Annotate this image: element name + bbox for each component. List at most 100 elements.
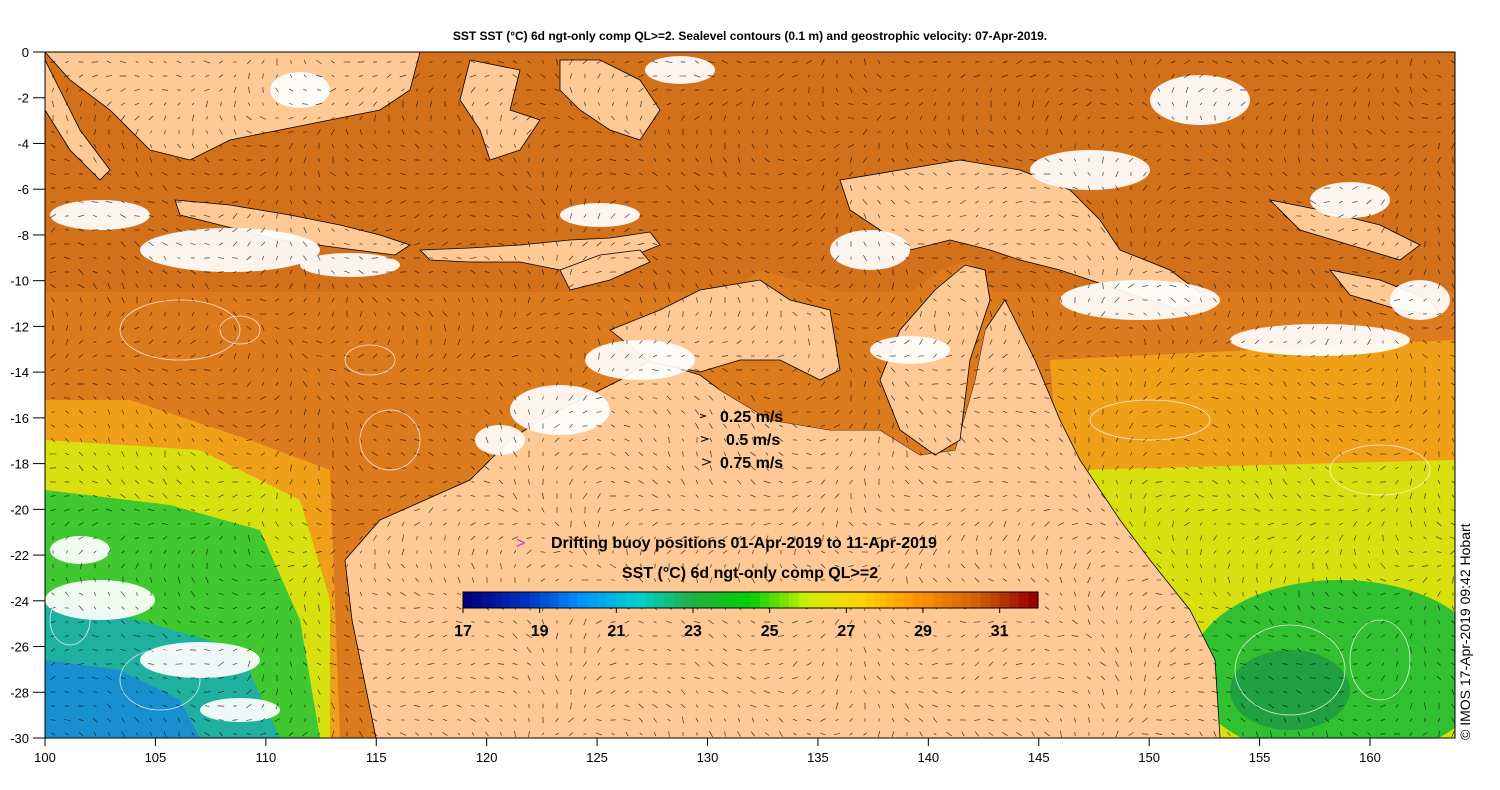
velocity-arrow <box>1312 298 1314 302</box>
velocity-arrow <box>150 731 152 737</box>
velocity-arrow <box>948 550 950 554</box>
velocity-arrow <box>653 717 657 723</box>
velocity-arrow <box>793 325 797 331</box>
velocity-arrow <box>822 74 824 78</box>
velocity-arrow <box>863 577 867 583</box>
velocity-arrow <box>890 103 896 105</box>
velocity-arrow <box>414 649 420 651</box>
velocity-arrow <box>191 577 195 583</box>
velocity-arrow <box>1030 257 1036 259</box>
velocity-arrow <box>777 159 785 161</box>
velocity-arrow <box>1002 143 1008 149</box>
velocity-arrow <box>1269 158 1273 162</box>
velocity-arrow <box>175 186 183 190</box>
velocity-arrow <box>247 213 251 219</box>
velocity-arrow <box>834 157 840 163</box>
velocity-arrow <box>597 368 601 372</box>
velocity-arrow <box>780 116 782 120</box>
velocity-arrow <box>1451 185 1455 191</box>
velocity-arrow <box>878 157 880 163</box>
velocity-arrow <box>863 465 867 471</box>
velocity-arrow <box>1365 411 1373 413</box>
velocity-arrow <box>345 564 349 568</box>
velocity-arrow <box>1423 464 1427 472</box>
velocity-arrow <box>752 436 754 444</box>
velocity-arrow <box>1409 438 1413 442</box>
velocity-arrow <box>568 299 574 301</box>
velocity-arrow <box>933 480 937 484</box>
velocity-arrow <box>1115 88 1119 92</box>
velocity-arrow <box>94 731 96 737</box>
velocity-arrow <box>1310 283 1316 289</box>
velocity-arrow <box>1186 326 1188 330</box>
velocity-arrow <box>318 143 320 149</box>
velocity-arrow <box>205 621 209 623</box>
velocity-arrow <box>1297 396 1301 400</box>
velocity-arrow <box>906 115 908 121</box>
velocity-arrow <box>177 465 181 471</box>
velocity-arrow <box>904 242 910 246</box>
velocity-arrow <box>246 312 252 316</box>
velocity-arrow <box>849 551 853 553</box>
velocity-arrow <box>1295 186 1303 190</box>
velocity-arrow <box>1395 534 1399 542</box>
velocity-arrow <box>933 635 937 637</box>
velocity-arrow <box>639 423 643 429</box>
velocity-arrow <box>737 704 741 708</box>
velocity-arrow <box>247 199 251 205</box>
velocity-arrow <box>1171 563 1175 569</box>
velocity-arrow <box>485 284 489 288</box>
velocity-arrow <box>1437 200 1441 204</box>
velocity-arrow <box>1073 340 1077 344</box>
velocity-arrow <box>1057 396 1065 400</box>
velocity-arrow <box>765 634 769 638</box>
velocity-arrow <box>1074 591 1076 597</box>
velocity-arrow <box>205 466 209 470</box>
velocity-arrow <box>975 353 979 359</box>
velocity-arrow <box>1100 227 1106 233</box>
velocity-arrow <box>162 172 168 176</box>
velocity-arrow <box>106 101 112 107</box>
velocity-arrow <box>1437 227 1441 233</box>
velocity-arrow <box>554 521 560 527</box>
velocity-arrow <box>1100 493 1106 499</box>
velocity-arrow <box>78 186 84 190</box>
velocity-arrow <box>177 620 181 624</box>
velocity-arrow <box>919 339 923 345</box>
velocity-arrow <box>541 368 545 372</box>
velocity-arrow <box>667 369 671 371</box>
velocity-arrow <box>374 130 376 134</box>
velocity-arrow <box>863 213 867 219</box>
velocity-arrow <box>107 215 111 217</box>
velocity-arrow <box>1157 619 1161 625</box>
velocity-arrow <box>513 229 517 231</box>
velocity-arrow <box>107 549 111 555</box>
velocity-arrow <box>1255 297 1259 303</box>
velocity-arrow <box>1144 353 1146 359</box>
velocity-arrow <box>78 229 84 231</box>
velocity-arrow <box>331 382 335 386</box>
velocity-arrow <box>190 452 196 456</box>
velocity-arrow <box>609 158 617 162</box>
velocity-arrow <box>92 438 98 442</box>
velocity-arrow <box>121 325 125 331</box>
velocity-arrow <box>611 228 615 232</box>
velocity-arrow <box>582 564 588 568</box>
velocity-arrow <box>246 719 252 721</box>
velocity-arrow <box>877 522 881 526</box>
velocity-arrow <box>1424 240 1426 248</box>
velocity-arrow <box>890 214 896 218</box>
velocity-arrow <box>651 369 659 371</box>
velocity-arrow <box>120 102 126 106</box>
velocity-arrow <box>836 507 838 513</box>
velocity-arrow <box>1017 522 1021 526</box>
velocity-arrow <box>499 129 503 135</box>
velocity-arrow <box>1044 270 1050 274</box>
velocity-arrow <box>1214 312 1216 316</box>
velocity-arrow <box>442 732 448 736</box>
velocity-arrow <box>177 536 181 540</box>
velocity-arrow <box>1115 591 1119 597</box>
velocity-arrow <box>1379 172 1387 176</box>
velocity-arrow <box>541 409 545 415</box>
velocity-arrow <box>1073 465 1077 471</box>
